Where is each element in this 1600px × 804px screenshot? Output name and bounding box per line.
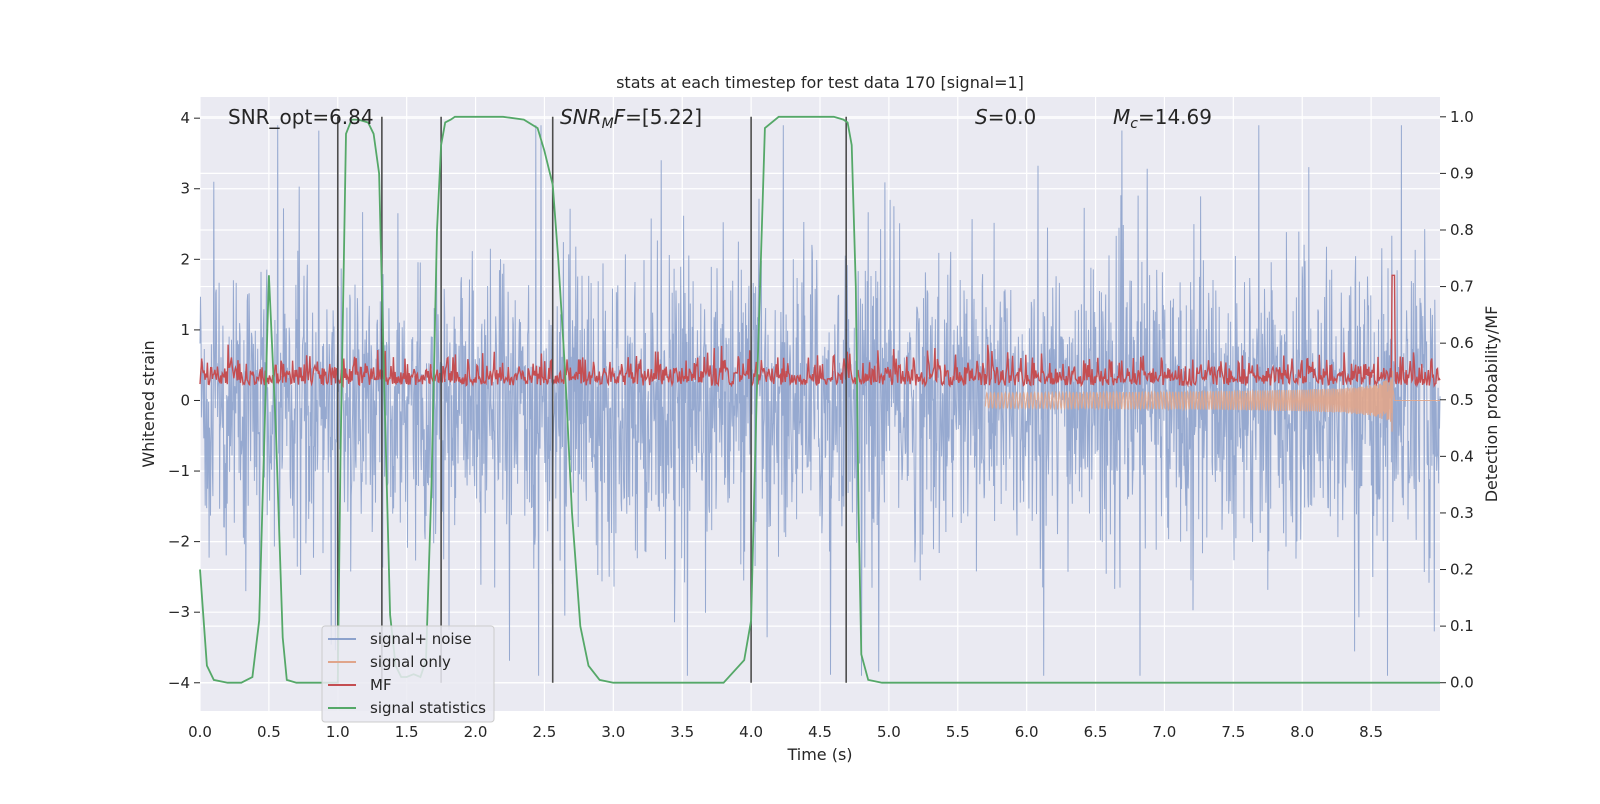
y-left-tick-label: 0 — [180, 391, 190, 409]
y-left-tick-label: −2 — [168, 533, 190, 551]
x-tick-label: 8.5 — [1359, 723, 1383, 741]
y-left-tick-label: 3 — [180, 180, 190, 198]
y-right-tick-label: 0.9 — [1450, 164, 1474, 182]
annotation-snr-mf: SNRMF=[5.22] — [560, 105, 702, 132]
x-tick-label: 7.0 — [1153, 723, 1177, 741]
x-axis-ticks: 0.0 0.5 1.0 1.5 2.0 2.5 3.0 3.5 4.0 4.5 5.0 5.5 6.0 6… — [188, 723, 1383, 741]
signal-noise-line — [199, 125, 1441, 676]
y-left-tick-label: −1 — [168, 462, 190, 480]
x-tick-label: 1.5 — [395, 723, 419, 741]
x-tick-label: 4.0 — [739, 723, 763, 741]
x-tick-label: 3.5 — [670, 723, 694, 741]
x-tick-label: 3.0 — [601, 723, 625, 741]
y-right-tick-label: 0.2 — [1450, 561, 1474, 579]
y-left-tick-label: 4 — [180, 109, 190, 127]
x-tick-label: 7.5 — [1221, 723, 1245, 741]
legend-label-signal-only: signal only — [370, 653, 451, 671]
annotation-mc: Mc=14.69 — [1113, 105, 1212, 132]
legend-box — [321, 625, 495, 723]
x-tick-label: 2.0 — [464, 723, 488, 741]
y-left-tick-label: 2 — [180, 250, 190, 268]
y-left-tick-label: −4 — [168, 674, 190, 692]
series-signal-noise — [199, 125, 1441, 676]
x-tick-label: 5.5 — [946, 723, 970, 741]
y-left-tick-label: −3 — [168, 603, 190, 621]
vertical-markers — [336, 116, 847, 683]
y-axis-right-ticks: 1.0 0.9 0.8 0.7 0.6 0.5 0.4 0.3 0.2 0.1 0.0 — [1440, 108, 1474, 692]
x-tick-label: 6.0 — [1015, 723, 1039, 741]
chart-title: stats at each timestep for test data 170… — [616, 73, 1024, 92]
series-signal-statistics — [199, 115, 1440, 684]
mf-line — [199, 274, 1441, 389]
x-tick-label: 2.5 — [533, 723, 557, 741]
y-right-tick-label: 0.6 — [1450, 334, 1474, 352]
x-tick-label: 5.0 — [877, 723, 901, 741]
x-tick-label: 1.0 — [326, 723, 350, 741]
signal-statistics-line — [199, 115, 1440, 684]
signal-only-line — [984, 370, 1440, 432]
x-axis-label: Time (s) — [786, 745, 852, 764]
y-right-tick-label: 0.4 — [1450, 447, 1474, 465]
x-tick-label: 4.5 — [808, 723, 832, 741]
x-tick-label: 6.5 — [1084, 723, 1108, 741]
y-right-tick-label: 0.0 — [1450, 674, 1474, 692]
legend-label-signal-statistics: signal statistics — [370, 699, 486, 717]
y-right-tick-label: 0.5 — [1450, 391, 1474, 409]
x-tick-label: 8.0 — [1290, 723, 1314, 741]
x-tick-label: 0.0 — [188, 723, 212, 741]
y-right-tick-label: 0.7 — [1450, 278, 1474, 296]
y-right-tick-label: 1.0 — [1450, 108, 1474, 126]
annotation-s-stat: S=0.0 — [975, 105, 1036, 129]
series-mf — [199, 274, 1441, 389]
y-right-tick-label: 0.3 — [1450, 504, 1474, 522]
legend-label-signal-noise: signal+ noise — [370, 630, 472, 648]
x-tick-label: 0.5 — [257, 723, 281, 741]
y-right-tick-label: 0.8 — [1450, 221, 1474, 239]
y-axis-left-ticks: 4 3 2 1 0 −1 −2 −3 −4 — [168, 109, 200, 692]
y-left-tick-label: 1 — [180, 321, 190, 339]
legend-label-mf: MF — [370, 676, 392, 694]
y-axis-left-label: Whitened strain — [139, 340, 158, 467]
legend: signal+ noise signal only MF signal stat… — [321, 625, 495, 723]
annotation-snr-opt: SNR_opt=6.84 — [228, 105, 374, 129]
series-signal-only — [984, 370, 1440, 432]
y-axis-right-label: Detection probability/MF — [1482, 306, 1501, 503]
y-right-tick-label: 0.1 — [1450, 617, 1474, 635]
